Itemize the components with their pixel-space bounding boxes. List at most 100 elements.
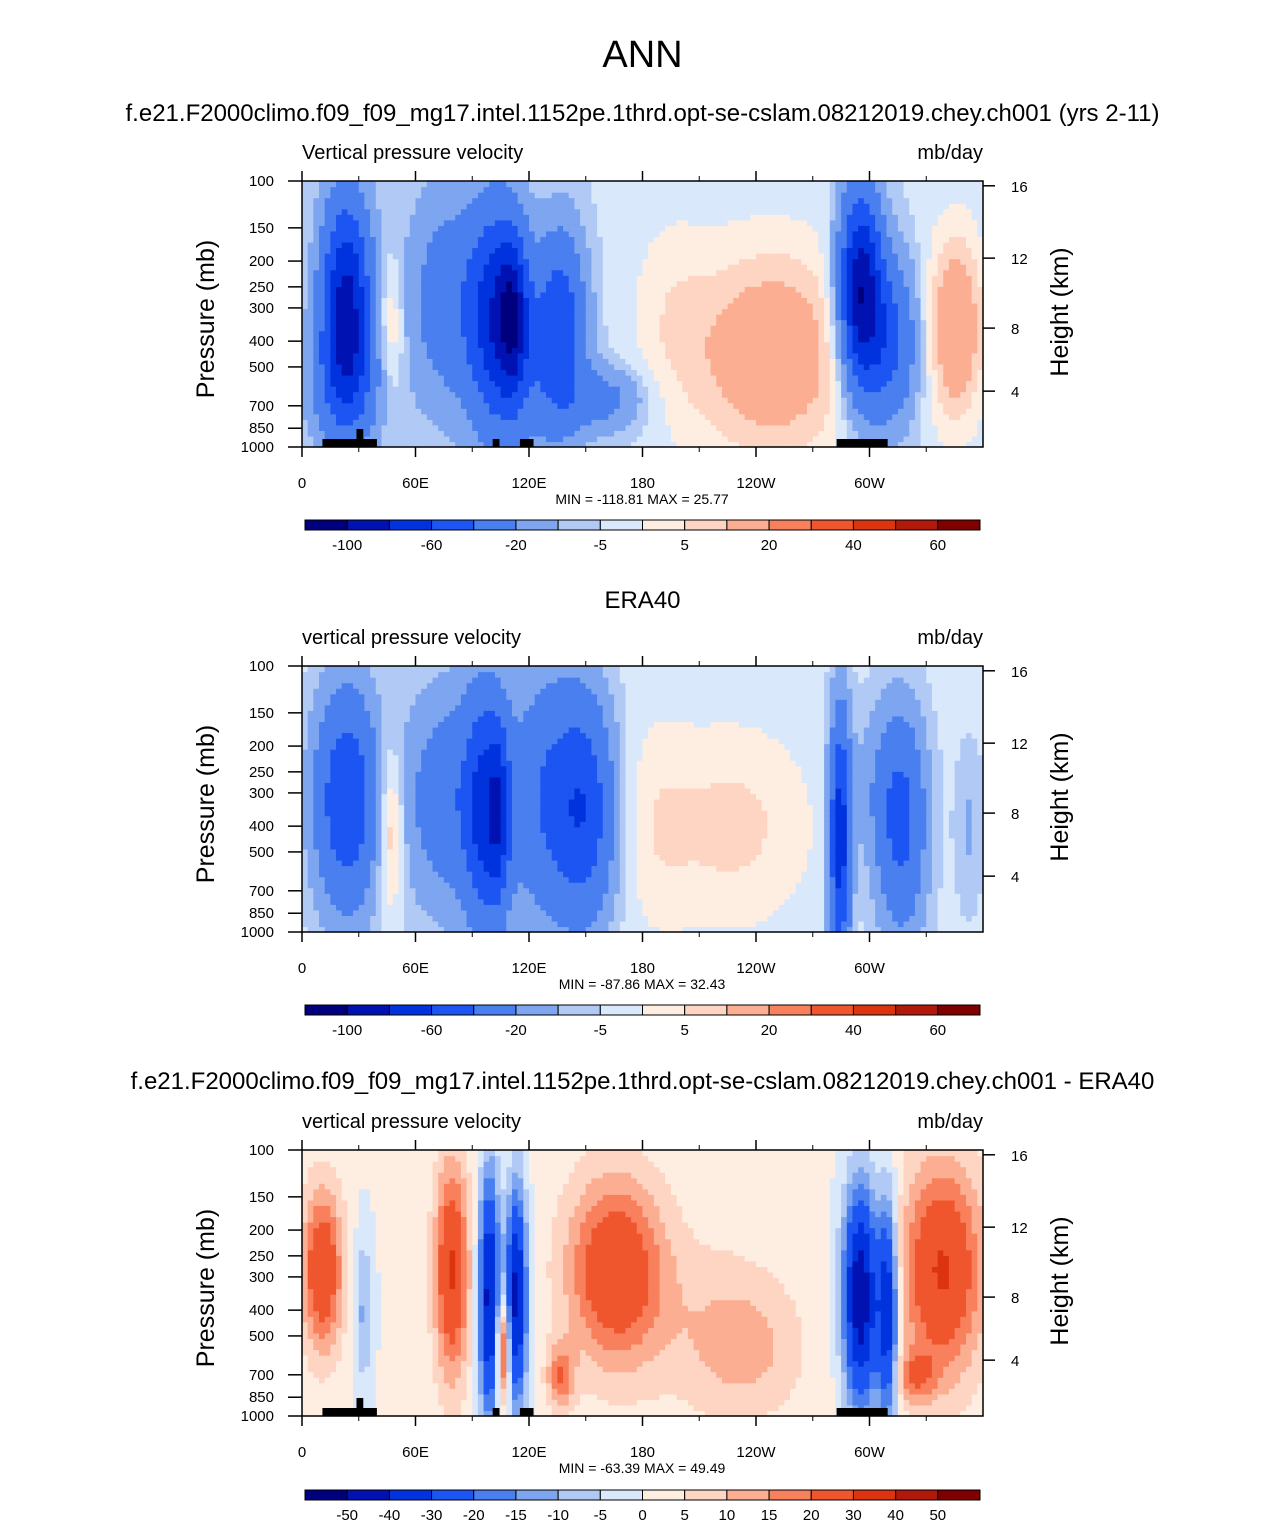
panel-units-label: mb/day bbox=[917, 1111, 983, 1133]
colorbar-box bbox=[684, 1004, 728, 1016]
colorbar-box bbox=[810, 519, 854, 531]
colorbar-label: 50 bbox=[929, 1507, 946, 1524]
heatmap-field bbox=[302, 181, 984, 448]
colorbar: -50 -40 -30 -20 -15 -10 -5 0 5 10 15 20 30 40 50 bbox=[304, 1489, 981, 1524]
colorbar-label: -20 bbox=[505, 537, 527, 554]
colorbar-box bbox=[473, 1004, 517, 1016]
x-tick-label: 120W bbox=[736, 475, 776, 492]
y-tick-label: 100 bbox=[249, 658, 274, 675]
colorbar-label: 40 bbox=[845, 537, 862, 554]
colorbar-label: -5 bbox=[594, 537, 607, 554]
colorbar-box bbox=[346, 1004, 390, 1016]
page-title: ANN bbox=[602, 34, 683, 76]
colorbar-label: 5 bbox=[681, 537, 689, 554]
y2-tick-label: 16 bbox=[1011, 179, 1028, 196]
colorbar-label: 40 bbox=[845, 1022, 862, 1039]
y-tick-label: 250 bbox=[249, 764, 274, 781]
x-tick-label: 60W bbox=[854, 475, 886, 492]
colorbar-box bbox=[346, 519, 390, 531]
heatmap-field bbox=[302, 1150, 984, 1417]
colorbar-label: -20 bbox=[463, 1507, 485, 1524]
colorbar-box bbox=[726, 519, 770, 531]
colorbar-label: 20 bbox=[761, 537, 778, 554]
colorbar-label: 60 bbox=[929, 1022, 946, 1039]
y-tick-label: 500 bbox=[249, 359, 274, 376]
y-tick-label: 1000 bbox=[241, 439, 274, 456]
colorbar-label: 30 bbox=[845, 1507, 862, 1524]
colorbar-box bbox=[431, 1489, 475, 1501]
colorbar-box bbox=[810, 1489, 854, 1501]
panel-2-title: ERA40 bbox=[604, 587, 681, 614]
y-tick-label: 400 bbox=[249, 1302, 274, 1319]
y-axis-label: Pressure (mb) bbox=[192, 240, 220, 398]
colorbar-label: -40 bbox=[379, 1507, 401, 1524]
y-tick-label: 500 bbox=[249, 844, 274, 861]
chart-panel-2: 0 60E 120E 180 120W 60W 100 150 200 250 300 400 500 7… bbox=[192, 627, 1074, 1039]
colorbar-box bbox=[599, 519, 643, 531]
colorbar-box bbox=[642, 519, 686, 531]
y-tick-label: 700 bbox=[249, 883, 274, 900]
colorbar-box bbox=[557, 519, 601, 531]
y-axis-label: Pressure (mb) bbox=[192, 725, 220, 883]
x-tick-label: 120E bbox=[511, 475, 546, 492]
y-tick-label: 400 bbox=[249, 333, 274, 350]
colorbar-label: -5 bbox=[594, 1507, 607, 1524]
colorbar-label: -50 bbox=[336, 1507, 358, 1524]
y-tick-label: 250 bbox=[249, 1248, 274, 1265]
min-max-stats: MIN = -63.39 MAX = 49.49 bbox=[559, 1460, 726, 1476]
x-tick-label: 0 bbox=[298, 475, 306, 492]
colorbar-label: -60 bbox=[421, 1022, 443, 1039]
colorbar-box bbox=[852, 1004, 897, 1016]
panel-left-label: vertical pressure velocity bbox=[302, 1111, 521, 1133]
x-tick-label: 60E bbox=[402, 960, 429, 977]
colorbar-box bbox=[642, 1489, 686, 1501]
y2-tick-label: 12 bbox=[1011, 736, 1028, 753]
y-tick-label: 400 bbox=[249, 818, 274, 835]
colorbar-box bbox=[726, 1489, 770, 1501]
colorbar-box bbox=[431, 519, 475, 531]
y2-tick-label: 4 bbox=[1011, 869, 1019, 886]
x-tick-label: 120W bbox=[736, 1444, 776, 1461]
y2-axis-label: Height (km) bbox=[1046, 732, 1074, 861]
colorbar-box bbox=[895, 1489, 939, 1501]
colorbar-box bbox=[431, 1004, 475, 1016]
colorbar-label: 15 bbox=[761, 1507, 778, 1524]
colorbar-box bbox=[852, 519, 897, 531]
y-tick-label: 300 bbox=[249, 1269, 274, 1286]
colorbar-box bbox=[684, 519, 728, 531]
x-tick-label: 60W bbox=[854, 1444, 886, 1461]
x-tick-label: 60W bbox=[854, 960, 886, 977]
colorbar-label: 10 bbox=[719, 1507, 736, 1524]
colorbar-box bbox=[895, 519, 939, 531]
colorbar-label: 20 bbox=[803, 1507, 820, 1524]
colorbar-label: 40 bbox=[887, 1507, 904, 1524]
y2-tick-label: 4 bbox=[1011, 384, 1019, 401]
colorbar-box bbox=[599, 1004, 643, 1016]
x-tick-label: 0 bbox=[298, 960, 306, 977]
x-tick-label: 120W bbox=[736, 960, 776, 977]
y-axis-label: Pressure (mb) bbox=[192, 1209, 220, 1367]
colorbar-box bbox=[852, 1489, 897, 1501]
colorbar-label: -100 bbox=[332, 537, 362, 554]
y-tick-label: 100 bbox=[249, 173, 274, 190]
y-tick-label: 700 bbox=[249, 1367, 274, 1384]
y-tick-label: 200 bbox=[249, 1222, 274, 1239]
colorbar-box bbox=[515, 1489, 559, 1501]
y-tick-label: 200 bbox=[249, 253, 274, 270]
heatmap-field bbox=[302, 666, 984, 933]
colorbar-box bbox=[937, 1004, 981, 1016]
colorbar-box bbox=[642, 1004, 686, 1016]
colorbar-label: -5 bbox=[594, 1022, 607, 1039]
colorbar-box bbox=[684, 1489, 728, 1501]
y2-tick-label: 16 bbox=[1011, 1148, 1028, 1165]
colorbar: -100 -60 -20 -5 5 20 40 60 bbox=[304, 519, 981, 554]
colorbar-box bbox=[304, 519, 348, 531]
colorbar-label: 60 bbox=[929, 537, 946, 554]
colorbar-box bbox=[473, 519, 517, 531]
x-tick-label: 120E bbox=[511, 960, 546, 977]
colorbar-label: 5 bbox=[681, 1507, 689, 1524]
colorbar-box bbox=[388, 1489, 433, 1501]
colorbar-box bbox=[937, 1489, 981, 1501]
topography-mask bbox=[322, 1398, 888, 1416]
